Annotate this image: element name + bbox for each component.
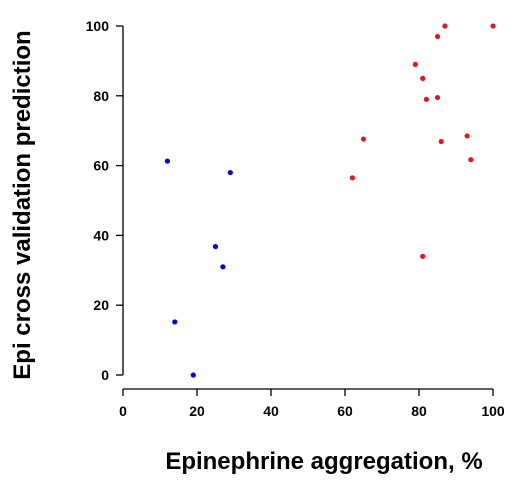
y-axis-ticks: 0 20 40 60 80 100 <box>86 18 123 383</box>
y-tick-label: 80 <box>93 88 109 104</box>
y-tick-label: 60 <box>93 158 109 174</box>
y-tick-label: 0 <box>101 367 109 383</box>
x-axis-ticks: 0 20 40 60 80 100 <box>119 389 505 419</box>
x-tick-label: 40 <box>263 403 279 419</box>
data-point <box>464 133 470 139</box>
data-point <box>360 136 367 142</box>
x-tick-label: 0 <box>119 403 127 419</box>
data-point <box>349 175 355 181</box>
data-point <box>442 23 448 29</box>
x-axis-title: Epinephrine aggregation, % <box>165 448 482 475</box>
x-tick-label: 60 <box>337 403 353 419</box>
data-point <box>420 75 426 81</box>
data-point <box>434 33 441 40</box>
y-tick-label: 40 <box>93 227 109 243</box>
data-point <box>172 319 178 325</box>
data-points <box>164 23 496 378</box>
data-point <box>227 169 233 176</box>
data-point <box>434 94 441 101</box>
data-point <box>212 243 219 250</box>
y-tick-label: 20 <box>93 297 109 313</box>
data-point <box>468 157 474 163</box>
y-tick-label: 100 <box>86 18 110 34</box>
y-axis-title: Epi cross validation prediction <box>9 30 36 379</box>
x-tick-label: 100 <box>481 403 505 419</box>
data-point <box>220 264 226 270</box>
data-point <box>438 138 444 145</box>
data-point <box>420 253 426 259</box>
data-point <box>412 61 418 67</box>
data-point <box>190 372 196 378</box>
x-tick-label: 20 <box>189 403 205 419</box>
x-tick-label: 80 <box>411 403 427 419</box>
data-point <box>423 96 429 102</box>
data-point <box>490 23 496 29</box>
data-point <box>164 158 170 164</box>
